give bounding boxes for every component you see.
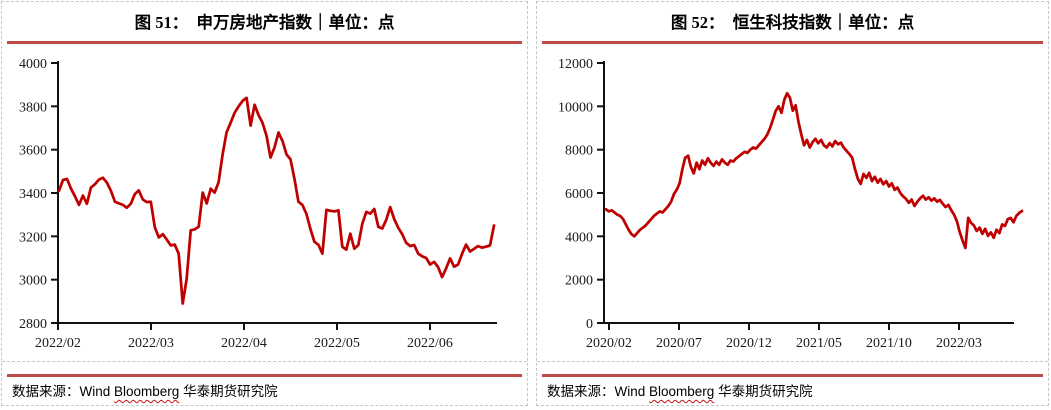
data-source-wind: Wind: [614, 384, 650, 399]
y-tick-label: 8000: [565, 144, 593, 159]
y-tick-label: 3600: [19, 144, 47, 159]
figure-panel-left: 图 51： 申万房地产指数｜单位：点 4000 3800 3600 3400 3200 3…: [1, 1, 528, 406]
x-tick-label: 2022/05: [314, 336, 360, 351]
data-source-label: 数据来源：: [547, 384, 615, 399]
y-tick-label: 3200: [19, 230, 47, 245]
caption-rule-bottom: [7, 374, 522, 377]
y-tick-label: 3000: [19, 274, 47, 289]
data-source-huatai: 华泰期货研究院: [714, 384, 813, 399]
x-tick-label: 2022/03: [128, 336, 174, 351]
caption-rule-top: [542, 41, 1043, 44]
x-tick-label: 2022/04: [221, 336, 267, 351]
y-tick-label: 12000: [558, 57, 593, 72]
y-tick-label: 6000: [565, 187, 593, 202]
x-tick-label: 2021/05: [796, 336, 842, 351]
y-tick-label: 2800: [19, 317, 47, 332]
y-tick-label: 0: [586, 317, 593, 332]
x-tick-label: 2020/07: [656, 336, 702, 351]
data-source-label: 数据来源：: [12, 384, 80, 399]
x-tick-label: 2021/10: [866, 336, 912, 351]
hang-seng-tech-index-chart: 12000 10000 8000 6000 4000 2000 0 2020/02 2020/0…: [558, 57, 1024, 351]
data-source-bloomberg: Bloomberg: [649, 384, 715, 399]
y-tick-label: 3800: [19, 100, 47, 115]
data-source-bloomberg: Bloomberg: [114, 384, 180, 399]
y-tick-label: 2000: [565, 274, 593, 289]
data-source-wind: Wind: [79, 384, 115, 399]
y-tick-label: 3400: [19, 187, 47, 202]
data-source-huatai: 华泰期货研究院: [179, 384, 278, 399]
index-series-line: [604, 91, 1024, 250]
figure-title-left: 图 51： 申万房地产指数｜单位：点: [134, 13, 395, 32]
x-tick-label: 2022/03: [936, 336, 982, 351]
sw-real-estate-index-chart: 4000 3800 3600 3400 3200 3000 2800 2022/02 2022/…: [19, 57, 497, 351]
x-tick-label: 2022/06: [407, 336, 453, 351]
y-tick-label: 4000: [565, 230, 593, 245]
caption-rule-top: [7, 41, 522, 44]
data-source-line: 数据来源：Wind Bloomberg 华泰期货研究院: [12, 380, 523, 400]
figure-panel-right: 图 52： 恒生科技指数｜单位：点 12000 10000 8000 6000 4000…: [536, 1, 1049, 406]
x-tick-label: 2020/12: [726, 336, 772, 351]
table-row-divider: [2, 361, 527, 362]
y-tick-label: 4000: [19, 57, 47, 72]
y-tick-label: 10000: [558, 100, 593, 115]
data-source-line: 数据来源：Wind Bloomberg 华泰期货研究院: [547, 380, 1044, 400]
x-tick-label: 2022/02: [35, 336, 81, 351]
x-tick-label: 2020/02: [586, 336, 632, 351]
figure-title-right: 图 52： 恒生科技指数｜单位：点: [670, 13, 915, 32]
index-series-line: [57, 96, 496, 305]
table-row-divider: [537, 361, 1048, 362]
caption-rule-bottom: [542, 374, 1043, 377]
